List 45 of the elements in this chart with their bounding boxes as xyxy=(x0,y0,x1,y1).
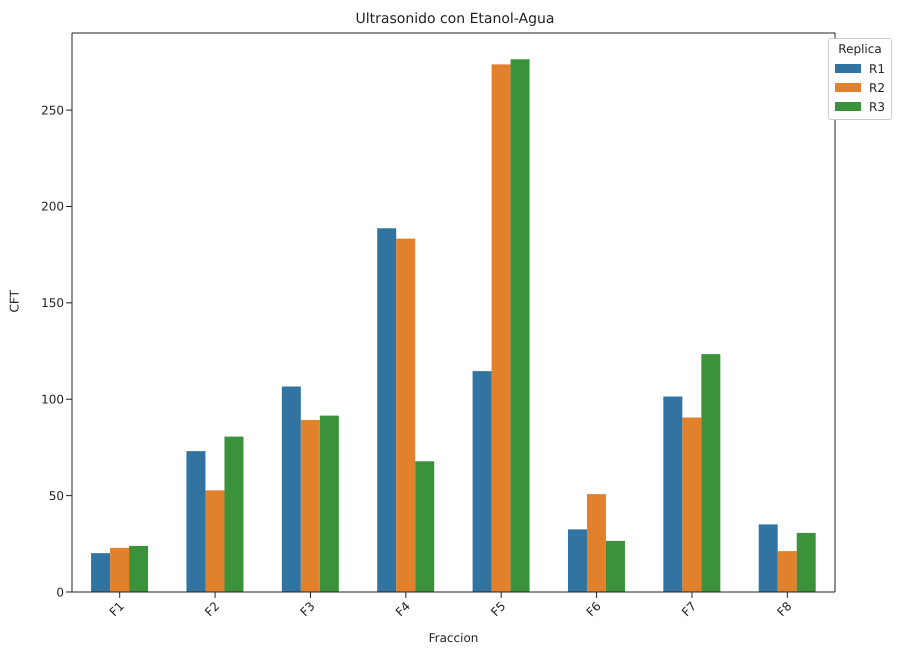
x-tick-label: F1 xyxy=(106,599,127,620)
bar xyxy=(320,416,339,592)
bar xyxy=(682,418,702,592)
bar xyxy=(568,529,587,592)
x-tick-label: F3 xyxy=(298,599,318,620)
bar xyxy=(492,64,511,592)
x-tick-label: F8 xyxy=(774,599,795,620)
x-tick-label: F6 xyxy=(584,599,604,620)
y-tick-label: 100 xyxy=(41,392,64,406)
bar xyxy=(472,371,492,592)
bar xyxy=(606,540,625,592)
chart-title: Ultrasonido con Etanol-Agua xyxy=(354,10,556,29)
y-tick-label: 150 xyxy=(41,296,64,310)
bar xyxy=(377,228,396,592)
legend-label: R3 xyxy=(869,100,885,114)
bar xyxy=(91,553,110,592)
bar xyxy=(701,354,720,592)
bar xyxy=(396,238,416,592)
y-axis-title: CFT xyxy=(7,289,22,312)
x-tick-label: F7 xyxy=(679,599,700,620)
bar xyxy=(758,524,778,592)
bar xyxy=(110,548,130,592)
x-tick-label: F2 xyxy=(202,599,222,620)
bar xyxy=(282,386,301,592)
bar xyxy=(205,490,224,592)
legend-title: Replica xyxy=(837,42,883,56)
bar xyxy=(778,551,797,592)
bar xyxy=(663,396,682,592)
bar xyxy=(186,451,206,592)
y-tick-label: 50 xyxy=(48,488,64,503)
bar xyxy=(796,532,816,592)
legend-label: R1 xyxy=(869,62,885,76)
bar xyxy=(510,59,530,592)
x-tick-label: F4 xyxy=(392,599,414,620)
y-tick-label: 0 xyxy=(56,585,64,600)
x-axis-title: Fraccion xyxy=(428,631,478,645)
bar xyxy=(224,436,244,592)
y-tick-label: 250 xyxy=(41,103,64,118)
legend-label: R2 xyxy=(869,80,885,94)
bar xyxy=(586,494,606,592)
bar xyxy=(300,420,320,592)
bar xyxy=(415,461,434,592)
bar xyxy=(129,546,148,592)
y-tick-label: 200 xyxy=(41,200,64,214)
x-tick-label: F5 xyxy=(488,599,508,620)
